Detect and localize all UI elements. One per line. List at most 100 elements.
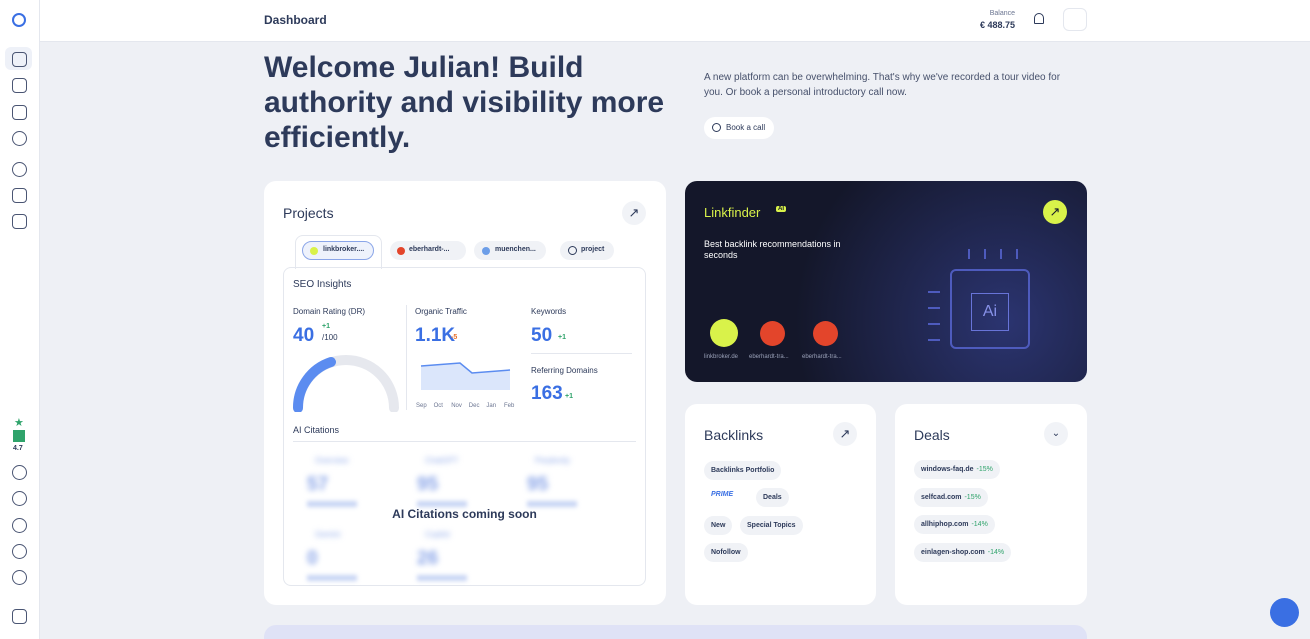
- deal-tag[interactable]: allhiphop.com -14%: [914, 515, 995, 534]
- tab-label[interactable]: muenchen...: [495, 246, 536, 253]
- notifications[interactable]: [1034, 13, 1044, 24]
- citation-bar: [527, 501, 577, 507]
- tab-add[interactable]: [560, 241, 614, 260]
- citation-bar: [307, 501, 357, 507]
- tag[interactable]: Backlinks Portfolio: [704, 461, 782, 480]
- next-card: [264, 625, 1087, 639]
- welcome-text: A new platform can be overwhelming. That…: [704, 72, 1061, 98]
- logo[interactable]: [12, 13, 26, 27]
- month-label: Nov: [451, 403, 462, 409]
- citation-name: Overview: [315, 456, 349, 465]
- backlinks-open[interactable]: ↗: [833, 422, 857, 446]
- ai-citations-title: AI Citations: [293, 425, 340, 435]
- page-title: Dashboard: [264, 13, 327, 27]
- deal-name[interactable]: einlagen-shop.com: [921, 548, 985, 556]
- deal-discount: -14%: [987, 548, 1005, 556]
- icon-language[interactable]: [12, 518, 27, 533]
- site-icon[interactable]: [710, 319, 738, 347]
- deal-name[interactable]: selfcad.com: [921, 493, 962, 501]
- month-axis: Sep Oct Nov Dec Jan Feb: [416, 403, 516, 411]
- icon-home[interactable]: [12, 52, 27, 67]
- tag[interactable]: Deals: [756, 488, 789, 507]
- month-label: Sep: [416, 403, 427, 409]
- site-label: linkbroker.de: [704, 354, 739, 360]
- cart[interactable]: [1063, 8, 1087, 31]
- deal-discount: -15%: [964, 493, 981, 501]
- linkfinder-card[interactable]: Ai: [685, 181, 1087, 382]
- tab-active[interactable]: [302, 241, 374, 260]
- sparkline-line: [420, 362, 511, 374]
- tag[interactable]: Nofollow: [704, 543, 748, 562]
- icon-settings[interactable]: [12, 544, 27, 559]
- tab-label[interactable]: linkbroker....: [323, 246, 365, 253]
- keywords-label: Keywords: [531, 307, 567, 316]
- icon-ai[interactable]: [12, 131, 27, 146]
- rd-label: Referring Domains: [531, 366, 598, 375]
- site-icon[interactable]: [760, 321, 785, 346]
- linkfinder-title: Linkfinder: [704, 205, 761, 220]
- citation-name: ChatGPT: [425, 456, 459, 465]
- tab[interactable]: [390, 241, 466, 260]
- coming-soon: AI Citations coming soon: [392, 507, 537, 521]
- sidebar: ★ 4.7: [0, 0, 40, 639]
- header: [40, 0, 1310, 42]
- icon-projects[interactable]: [12, 78, 27, 93]
- dr-max: /100: [322, 333, 338, 342]
- divider: [406, 305, 407, 410]
- deals-toggle[interactable]: ⌄: [1044, 422, 1068, 446]
- icon-campaigns[interactable]: [12, 188, 27, 203]
- projects-open[interactable]: ↗: [622, 201, 646, 225]
- help-icon[interactable]: [712, 123, 721, 132]
- chip-pins: [968, 249, 970, 259]
- icon-analytics[interactable]: [12, 162, 27, 177]
- tab-icon: [482, 247, 490, 255]
- balance-label: Balance: [989, 10, 1015, 17]
- book-call-button[interactable]: Book a call: [704, 117, 775, 139]
- citation-name: Gemini: [315, 530, 341, 539]
- tab-label[interactable]: eberhardt-...: [409, 246, 450, 253]
- deal-tag[interactable]: selfcad.com -15%: [914, 487, 988, 507]
- add-icon: [568, 246, 577, 255]
- deal-tag[interactable]: windows-faq.de -15%: [914, 460, 1000, 479]
- chip-outline: [950, 269, 1030, 349]
- rd-value: 163: [531, 383, 563, 404]
- seo-panel: [283, 267, 646, 586]
- icon-users[interactable]: [12, 465, 27, 480]
- tab[interactable]: [474, 241, 546, 260]
- dr-delta: +1: [322, 323, 330, 330]
- tag[interactable]: Special Topics: [740, 516, 803, 535]
- citation-name: Perplexity: [535, 456, 571, 465]
- citation-value: 26: [417, 548, 439, 569]
- site-icon[interactable]: [813, 321, 838, 346]
- deal-tag[interactable]: einlagen-shop.com -14%: [914, 542, 1012, 562]
- divider: [293, 441, 636, 442]
- deal-name[interactable]: allhiphop.com: [921, 521, 969, 528]
- icon-market[interactable]: [12, 105, 27, 120]
- citation-value: 95: [527, 474, 549, 495]
- traffic-label: Organic Traffic: [415, 307, 467, 316]
- icon-logout[interactable]: [12, 609, 27, 624]
- citation-value: 95: [417, 474, 439, 495]
- tab-label[interactable]: project: [581, 246, 605, 253]
- keywords-value: 50: [531, 325, 553, 346]
- icon-account[interactable]: [12, 570, 27, 585]
- citation-value: 57: [307, 474, 329, 495]
- button-label[interactable]: Book a call: [726, 123, 766, 132]
- traffic-sparkline: [420, 362, 511, 390]
- citation-value: 0: [307, 548, 318, 569]
- month-label: Oct: [433, 403, 443, 409]
- deals-title: Deals: [914, 427, 950, 443]
- chat-button[interactable]: [1270, 598, 1299, 627]
- deal-discount: -15%: [976, 466, 993, 473]
- linkfinder-open[interactable]: ↗: [1043, 200, 1067, 224]
- rating: 4.7: [13, 445, 23, 452]
- trustpilot-star: ★: [14, 417, 24, 429]
- deal-name[interactable]: windows-faq.de: [921, 466, 974, 473]
- trustpilot-box: [13, 430, 25, 442]
- icon-support[interactable]: [12, 491, 27, 506]
- icon-orders[interactable]: [12, 214, 27, 229]
- divider: [531, 353, 632, 354]
- backlinks-title: Backlinks: [704, 427, 764, 443]
- tag[interactable]: New: [704, 516, 733, 535]
